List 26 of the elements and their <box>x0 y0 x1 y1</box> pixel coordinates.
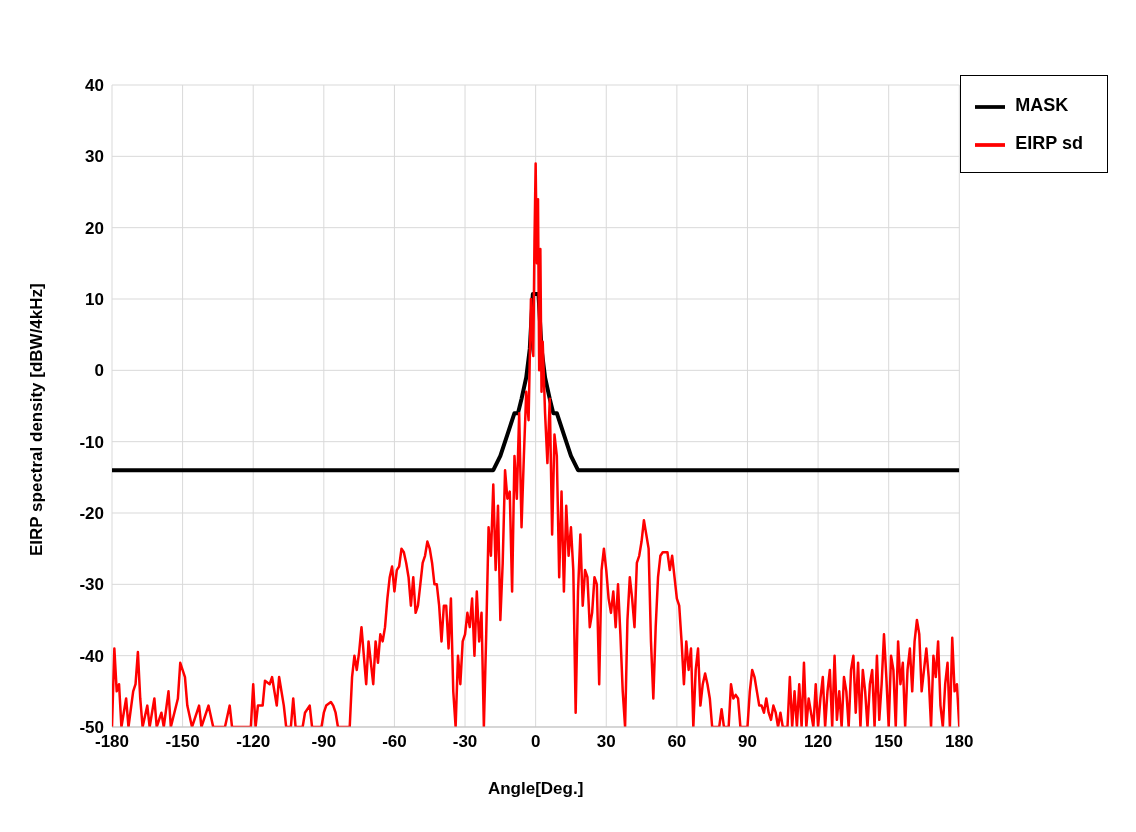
legend-label: MASK <box>1015 95 1069 115</box>
x-tick-label: 30 <box>596 732 616 752</box>
y-tick-label: -40 <box>79 646 104 666</box>
x-tick-label: -90 <box>311 732 337 752</box>
x-tick-label: -150 <box>165 732 200 752</box>
y-tick-label: 10 <box>85 290 104 310</box>
x-tick-label: -30 <box>452 732 478 752</box>
y-tick-label: -30 <box>79 575 104 595</box>
y-tick-label: -10 <box>79 432 104 452</box>
y-axis-title: EIRP spectral density [dBW/4kHz] <box>27 283 47 556</box>
legend-label: EIRP sd <box>1015 133 1083 153</box>
x-axis-title: Angle[Deg.] <box>487 779 584 798</box>
x-tick-label: 120 <box>803 732 833 752</box>
x-tick-label: 180 <box>945 732 974 752</box>
x-tick-label: 60 <box>667 732 687 752</box>
x-tick-label: -180 <box>94 732 130 752</box>
y-tick-label: 40 <box>85 76 104 96</box>
x-tick-label: 150 <box>874 732 903 752</box>
x-tick-label: -120 <box>236 732 271 752</box>
x-tick-label: -60 <box>382 732 407 752</box>
x-tick-label: 0 <box>530 732 541 752</box>
y-tick-label: 30 <box>85 147 104 167</box>
y-tick-label: -20 <box>79 504 104 524</box>
y-tick-label: 20 <box>85 218 104 238</box>
x-tick-label: 90 <box>738 732 757 752</box>
y-tick-label: 0 <box>94 361 104 381</box>
